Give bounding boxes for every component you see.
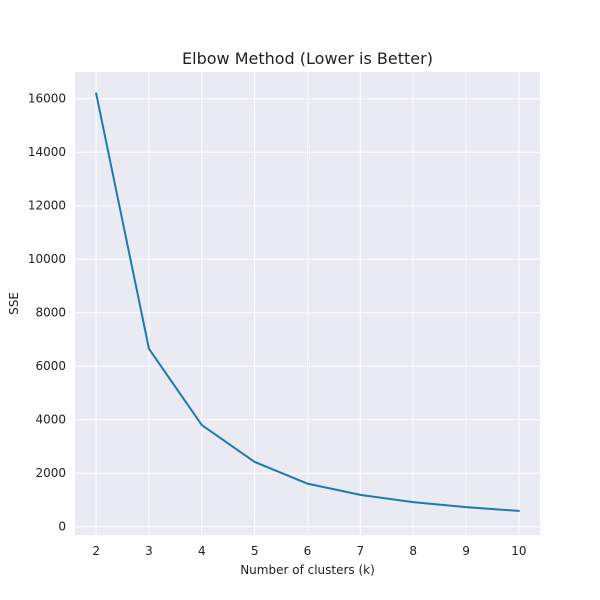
x-axis-label: Number of clusters (k) (240, 563, 375, 577)
y-axis-label: SSE (7, 292, 21, 315)
y-tick-label: 6000 (35, 359, 66, 373)
x-tick-label: 3 (145, 544, 153, 558)
x-tick-label: 5 (251, 544, 259, 558)
x-tick-label: 6 (304, 544, 312, 558)
x-tick-label: 9 (462, 544, 470, 558)
y-tick-label: 0 (58, 520, 66, 534)
y-tick-label: 8000 (35, 306, 66, 320)
y-tick-label: 2000 (35, 466, 66, 480)
y-tick-label: 14000 (28, 145, 66, 159)
y-tick-label: 10000 (28, 252, 66, 266)
x-tick-label: 8 (409, 544, 417, 558)
grid-lines (75, 72, 540, 535)
x-tick-label: 10 (511, 544, 526, 558)
tick-labels: 2 3 4 5 6 7 8 9 10 0 2000 4000 6000 8000 10000 12000 140… (28, 92, 527, 558)
y-tick-label: 4000 (35, 413, 66, 427)
y-tick-label: 16000 (28, 92, 66, 106)
x-tick-label: 4 (198, 544, 206, 558)
y-tick-label: 12000 (28, 199, 66, 213)
x-tick-label: 7 (357, 544, 365, 558)
chart-title: Elbow Method (Lower is Better) (182, 49, 433, 68)
x-tick-label: 2 (92, 544, 100, 558)
series-line (95, 92, 520, 512)
